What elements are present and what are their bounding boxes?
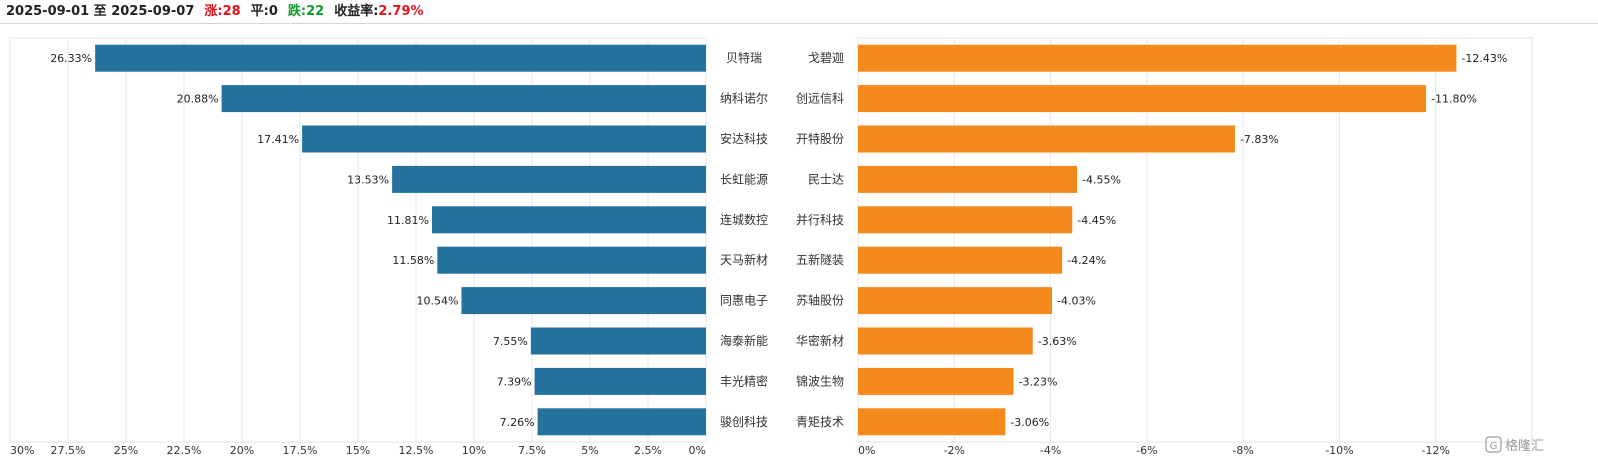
gainers-category-label: 纳科诺尔 (720, 91, 768, 106)
yield-value: 2.79% (378, 4, 424, 19)
gainers-category-label: 安达科技 (720, 131, 768, 146)
gainers-x-tick-label: 12.5% (399, 444, 434, 457)
losers-value-label: -11.80% (1431, 93, 1477, 106)
gainers-value-label: 11.58% (392, 254, 434, 267)
gainers-category-label: 天马新材 (720, 252, 768, 267)
gainers-bar (392, 165, 706, 193)
losers-value-label: -3.06% (1010, 416, 1049, 429)
gainers-value-label: 7.55% (493, 335, 528, 348)
gainers-bar (302, 125, 706, 153)
gainers-category-label: 丰光精密 (720, 373, 768, 388)
gainers-x-tick-label: 20% (230, 444, 254, 457)
losers-bar (858, 125, 1235, 153)
losers-category-label: 青矩技术 (796, 415, 844, 429)
losers-category-label: 苏轴股份 (796, 293, 844, 308)
gainers-value-label: 17.41% (257, 133, 299, 146)
gainers-value-label: 26.33% (50, 52, 92, 65)
gainers-x-tick-label: 0% (689, 444, 706, 457)
losers-category-label: 并行科技 (796, 213, 844, 227)
losers-value-label: -3.23% (1019, 375, 1058, 388)
up-count: 28 (222, 4, 241, 19)
gainers-bar (221, 85, 707, 113)
yield-label: 收益率: (334, 4, 379, 19)
gainers-x-tick-label: 30% (10, 444, 34, 457)
losers-category-label: 华密新材 (796, 333, 844, 348)
losers-value-label: -4.45% (1077, 214, 1116, 227)
gainers-x-tick-label: 22.5% (167, 444, 202, 457)
flat-count: 0 (268, 4, 278, 19)
losers-x-tick-label: -4% (1040, 444, 1061, 457)
gainers-category-label: 贝特瑞 (726, 50, 762, 65)
gainers-category-label: 海泰新能 (720, 333, 768, 348)
watermark-icon-glyph: G (1490, 441, 1498, 452)
gainers-category-label: 骏创科技 (720, 415, 768, 429)
losers-bar (858, 165, 1078, 193)
gainers-value-label: 7.39% (497, 375, 532, 388)
gainers-category-label: 同惠电子 (720, 294, 768, 308)
losers-bar (858, 246, 1063, 274)
losers-x-tick-label: -2% (944, 444, 965, 457)
gainers-x-tick-label: 27.5% (51, 444, 86, 457)
gainers-bar (461, 287, 706, 315)
losers-bar (858, 367, 1014, 395)
losers-x-tick-label: -12% (1422, 444, 1450, 457)
gainers-bar-chart: 30% 27.5% 25% 22.5% 20% 17.5% 15% 12.5% 10% 7.5% 5… (9, 37, 768, 457)
gainers-category-label: 长虹能源 (720, 172, 768, 186)
losers-bar (858, 408, 1006, 436)
summary-bar: 2025-09-01 至 2025-09-07 涨:28 平:0 跌:22 收益率:2.… (0, 0, 1598, 24)
losers-category-label: 锦波生物 (796, 374, 844, 388)
flat-count-label: 平: (250, 4, 269, 19)
losers-value-label: -4.55% (1082, 173, 1121, 186)
losers-bar (858, 327, 1033, 355)
gainers-x-tick-label: 17.5% (283, 444, 318, 457)
gainers-x-tick-label: 15% (346, 444, 370, 457)
gainers-bar (95, 44, 707, 72)
losers-bar (858, 206, 1073, 234)
losers-category-label: 创远信科 (796, 92, 844, 106)
gainers-value-label: 11.81% (387, 214, 429, 227)
gainers-losers-chart: 30% 27.5% 25% 22.5% 20% 17.5% 15% 12.5% 10% 7.5% 5… (9, 37, 1544, 457)
losers-x-tick-label: 0% (858, 444, 875, 457)
watermark-logo: G 格隆汇 (1485, 436, 1544, 454)
losers-category-label: 开特股份 (796, 131, 844, 146)
date-range: 2025-09-01 至 2025-09-07 (6, 4, 195, 19)
losers-bar (858, 85, 1427, 113)
gainers-value-label: 13.53% (347, 173, 389, 186)
down-count: 22 (306, 4, 325, 19)
gainers-x-tick-label: 7.5% (518, 444, 546, 457)
down-count-label: 跌: (287, 4, 307, 19)
gainers-value-label: 10.54% (417, 295, 459, 308)
losers-category-label: 民士达 (808, 172, 844, 186)
losers-value-label: -4.24% (1067, 254, 1106, 267)
gainers-x-tick-label: 10% (462, 444, 486, 457)
losers-bar-chart: 0% -2% -4% -6% -8% -10% -12% -12.43% 戈碧迦 -11.80% 创… (796, 37, 1533, 457)
losers-x-tick-label: -10% (1325, 444, 1353, 457)
gainers-bar (432, 206, 706, 234)
losers-value-label: -4.03% (1057, 295, 1096, 308)
losers-bar (858, 287, 1053, 315)
gainers-category-label: 连城数控 (720, 212, 768, 227)
up-count-label: 涨: (204, 4, 223, 19)
losers-category-label: 戈碧迦 (808, 51, 844, 65)
losers-value-label: -7.83% (1240, 133, 1279, 146)
watermark-icon (1485, 436, 1502, 453)
losers-bar (858, 44, 1457, 72)
gainers-x-tick-label: 25% (114, 444, 138, 457)
losers-category-label: 五新隧装 (796, 252, 844, 267)
gainers-value-label: 7.26% (500, 416, 535, 429)
losers-value-label: -3.63% (1038, 335, 1077, 348)
watermark-text: 格隆汇 (1505, 438, 1544, 454)
gainers-bar (537, 408, 706, 436)
gainers-x-tick-label: 5% (581, 444, 598, 457)
gainers-x-tick-label: 2.5% (634, 444, 662, 457)
gainers-bar (534, 367, 706, 395)
gainers-bar (437, 246, 706, 274)
losers-x-tick-label: -8% (1232, 444, 1253, 457)
gainers-value-label: 20.88% (177, 93, 219, 106)
gainers-bar (530, 327, 706, 355)
losers-x-tick-label: -6% (1136, 444, 1157, 457)
losers-value-label: -12.43% (1461, 52, 1507, 65)
